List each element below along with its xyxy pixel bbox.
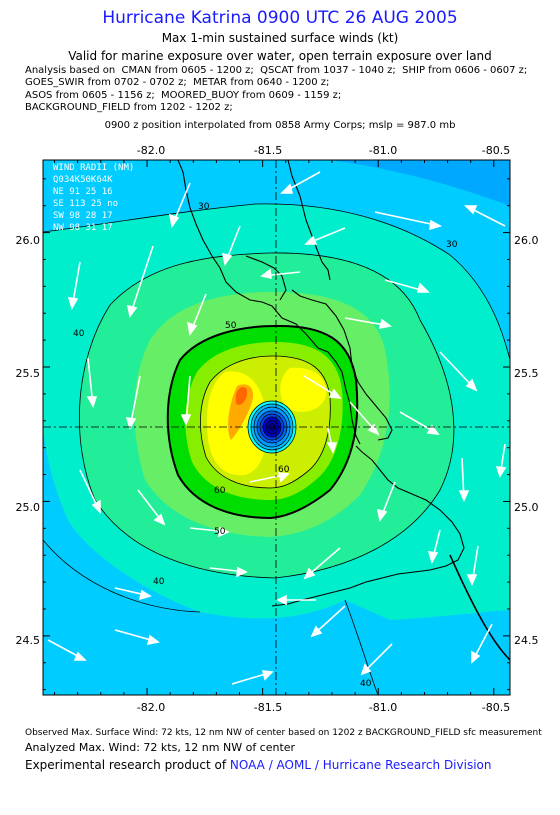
map-subtitle: Max 1-min sustained surface winds (kt) <box>161 31 399 45</box>
plot-frame <box>42 159 511 696</box>
contour-label: 50 <box>225 321 237 331</box>
wind-radii-row: NW 98 31 17 <box>53 223 113 233</box>
lon-labels-top: -82.0 -81.5 -81.0 -80.5 <box>137 144 510 157</box>
wind-vectors <box>47 171 507 685</box>
map-title: Hurricane Katrina 0900 UTC 26 AUG 2005 <box>102 8 458 28</box>
position-note: 0900 z position interpolated from 0858 A… <box>104 120 456 131</box>
analysis-line: BACKGROUND_FIELD from 1202 - 1202 z; <box>25 102 233 114</box>
wind-radii-row: NE 91 25 16 <box>53 187 113 197</box>
contour-label: 40 <box>73 329 85 339</box>
analyzed-max-wind: Analyzed Max. Wind: 72 kts, 12 nm NW of … <box>25 741 296 754</box>
contour-labels: 30 30 40 40 40 50 50 60 60 <box>73 202 458 689</box>
lat-tick-label: 24.5 <box>514 634 539 647</box>
wind-radii-row: SE 113 25 no <box>53 199 118 209</box>
wind-max-72kt <box>235 387 248 406</box>
contour-label: 50 <box>214 527 226 537</box>
hrd-link[interactable]: NOAA / AOML / Hurricane Research Divisio… <box>229 758 492 772</box>
coastline <box>177 160 465 607</box>
contour-60kt-line <box>200 355 331 489</box>
exposure-note: Valid for marine exposure over water, op… <box>68 49 492 63</box>
biscayne-coast <box>291 289 393 441</box>
contour-30kt-se-line <box>449 554 510 661</box>
lon-tick-label: -81.0 <box>369 144 397 157</box>
contour-lines <box>43 203 510 695</box>
product-credit: Experimental research product of NOAA / … <box>25 758 491 772</box>
observed-max-wind: Observed Max. Surface Wind: 72 kts, 12 n… <box>25 728 542 738</box>
lat-tick-label: 25.5 <box>514 367 539 380</box>
analysis-line: GOES_SWIR from 0702 - 0702 z; METAR from… <box>25 77 330 89</box>
contour-label: 60 <box>278 465 290 475</box>
wind-radii-row: SW 98 28 17 <box>53 211 113 221</box>
analysis-line: Analysis based on CMAN from 0605 - 1200 … <box>25 65 528 76</box>
contour-label: 30 <box>446 240 458 250</box>
lon-tick-label: -80.5 <box>482 144 510 157</box>
lat-tick-label: 24.5 <box>16 634 41 647</box>
wind-contours: 30 30 40 40 40 50 50 60 60 WIND RADII (N… <box>43 160 510 695</box>
contour-50kt-line <box>166 324 359 520</box>
contour-label: 60 <box>214 486 226 496</box>
contour-40kt-line <box>79 252 455 579</box>
lat-tick-label: 26.0 <box>16 234 41 247</box>
analysis-sources: Analysis based on CMAN from 0605 - 1200 … <box>25 65 527 115</box>
credit-prefix: Experimental research product of <box>25 758 230 772</box>
contour-30kt-line <box>43 203 510 361</box>
inland-waterway <box>245 255 287 301</box>
contour-40kt-sw-line <box>43 539 201 613</box>
contour-label: 30 <box>198 202 210 212</box>
lat-tick-label: 25.5 <box>16 367 41 380</box>
lat-tick-label: 26.0 <box>514 234 539 247</box>
contour-40kt-se-line <box>344 599 379 695</box>
wind-radii-legend: WIND RADII (NM) Q034K50K64K NE 91 25 16 … <box>53 163 134 233</box>
center-crosshair <box>43 160 510 695</box>
lon-tick-label: -80.5 <box>482 701 510 714</box>
lon-tick-label: -82.0 <box>137 144 165 157</box>
contour-label: 40 <box>153 577 165 587</box>
contour-label: 40 <box>360 679 372 689</box>
florida-gulf-coast <box>177 160 361 445</box>
axis-ticks <box>43 160 510 695</box>
lon-tick-label: -82.0 <box>137 701 165 714</box>
wind-band-65kt-east <box>280 367 327 412</box>
lon-labels-bottom: -82.0 -81.5 -81.0 -80.5 <box>137 701 510 714</box>
wind-band-70kt <box>228 384 254 440</box>
florida-keys <box>271 445 465 607</box>
lon-tick-label: -81.5 <box>254 144 282 157</box>
lat-labels-left: 26.0 25.5 25.0 24.5 <box>16 234 41 647</box>
wind-band-20kt-dark <box>330 160 510 206</box>
analysis-line: ASOS from 0605 - 1156 z; MOORED_BUOY fro… <box>25 89 342 101</box>
lon-tick-label: -81.0 <box>369 701 397 714</box>
wind-radii-title: WIND RADII (NM) <box>53 163 134 173</box>
lon-tick-label: -81.5 <box>254 701 282 714</box>
lake-okeechobee-edge <box>287 160 331 281</box>
wind-radii-header: Q034K50K64K <box>53 175 113 185</box>
lat-tick-label: 25.0 <box>514 501 539 514</box>
lat-tick-label: 25.0 <box>16 501 41 514</box>
lat-labels-right: 26.0 25.5 25.0 24.5 <box>514 234 539 647</box>
